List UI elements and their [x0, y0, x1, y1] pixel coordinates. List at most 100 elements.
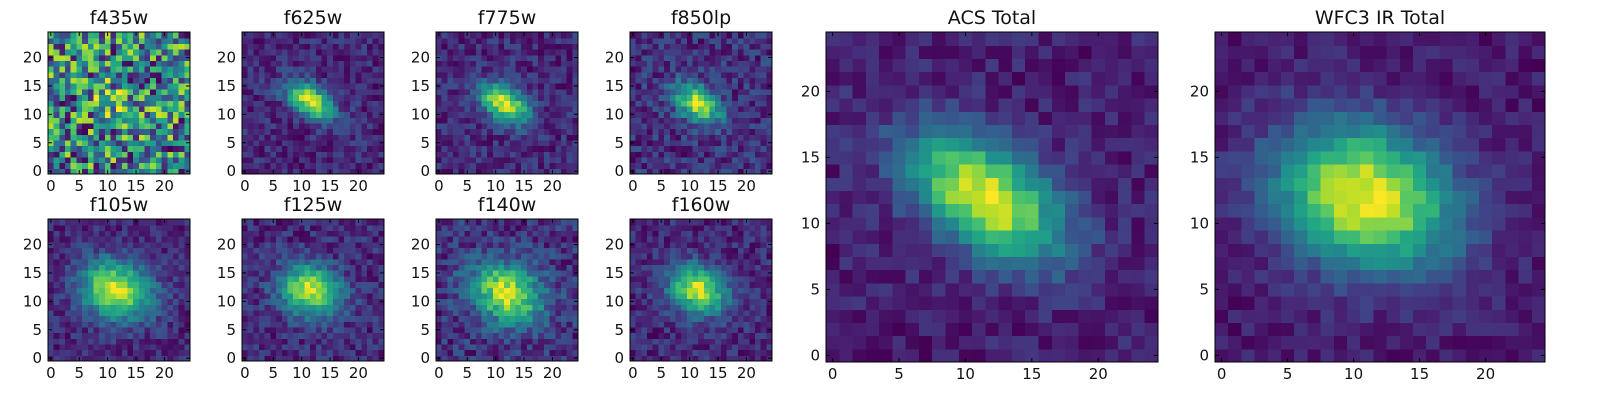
heatmap-cell	[743, 338, 750, 345]
heatmap-cell	[630, 338, 637, 345]
heatmap-cell	[732, 49, 739, 56]
heatmap-cell	[48, 77, 55, 84]
heatmap-cell	[281, 219, 289, 226]
heatmap-cell	[70, 94, 77, 101]
heatmap-cell	[447, 151, 454, 158]
heatmap-cell	[70, 241, 77, 248]
heatmap-cell	[332, 139, 340, 147]
heatmap-cell	[53, 139, 60, 147]
heatmap-cell	[133, 321, 140, 328]
heatmap-cell	[572, 224, 579, 231]
heatmap-cell	[247, 349, 254, 356]
heatmap-cell	[93, 43, 100, 50]
heatmap-cell	[144, 287, 151, 294]
heatmap-cell	[270, 156, 277, 164]
heatmap-cell	[560, 122, 568, 130]
heatmap-cell	[70, 281, 77, 288]
heatmap-cell	[766, 88, 773, 96]
heatmap-cell	[259, 270, 266, 277]
heatmap-cell	[703, 94, 711, 101]
heatmap-cell	[630, 275, 637, 283]
heatmap-cell	[681, 292, 688, 300]
heatmap-cell	[652, 54, 659, 61]
heatmap-cell	[65, 66, 72, 73]
heatmap-cell	[150, 275, 157, 283]
heatmap-cell	[270, 309, 277, 317]
heatmap-cell	[155, 298, 163, 305]
heatmap-cell	[555, 105, 562, 113]
heatmap-cell	[453, 49, 460, 56]
heatmap-cell	[652, 156, 659, 164]
heatmap-cell	[737, 287, 745, 294]
heatmap-cell	[247, 298, 254, 305]
heatmap-cell	[349, 100, 357, 107]
heatmap-cell	[698, 156, 705, 164]
heatmap-cell	[344, 128, 351, 135]
heatmap-cell	[521, 83, 528, 90]
heatmap-cell	[144, 343, 151, 351]
heatmap-cell	[349, 304, 357, 311]
heatmap-cell	[304, 298, 311, 305]
heatmap-cell	[87, 275, 95, 283]
heatmap-cell	[287, 338, 294, 345]
heatmap-cell	[355, 275, 362, 283]
heatmap-cell	[475, 264, 483, 271]
heatmap-cell	[270, 100, 277, 107]
heatmap-cell	[715, 281, 722, 288]
heatmap-cell	[287, 349, 294, 356]
heatmap-cell	[349, 60, 357, 67]
heatmap-cell	[726, 151, 733, 158]
heatmap-cell	[304, 128, 311, 135]
heatmap-cell	[144, 275, 151, 283]
heatmap-cell	[53, 37, 60, 44]
heatmap-cell	[298, 83, 306, 90]
heatmap-cell	[555, 156, 562, 164]
heatmap-cell	[378, 343, 385, 351]
heatmap-cell	[669, 94, 677, 101]
heatmap-cell	[155, 304, 163, 311]
heatmap-cell	[144, 292, 151, 300]
heatmap-cell	[242, 292, 249, 300]
heatmap-cell	[647, 162, 654, 169]
heatmap-cell	[566, 151, 573, 158]
heatmap-cell	[453, 264, 460, 271]
heatmap-cell	[692, 326, 699, 334]
heatmap-cell	[509, 258, 517, 266]
heatmap-cell	[555, 224, 562, 231]
heatmap-cell	[138, 100, 146, 107]
heatmap-cell	[82, 224, 89, 231]
heatmap-cell	[481, 332, 488, 339]
heatmap-cell	[732, 105, 739, 113]
heatmap-cell	[361, 117, 368, 124]
heatmap-cell	[481, 162, 488, 169]
heatmap-cell	[349, 338, 357, 345]
heatmap-cells	[436, 219, 579, 362]
heatmap-cell	[178, 168, 185, 175]
heatmap-cell	[538, 32, 545, 39]
heatmap-cell	[669, 37, 677, 44]
heatmap-cell	[378, 156, 385, 164]
heatmap-cell	[293, 343, 300, 351]
heatmap-cell	[543, 247, 551, 254]
heatmap-cell	[760, 168, 767, 175]
heatmap-cell	[253, 49, 260, 56]
heatmap-cell	[669, 292, 677, 300]
heatmap-cell	[178, 241, 185, 248]
heatmap-cell	[264, 94, 271, 101]
heatmap-cell	[253, 43, 260, 50]
heatmap-cell	[726, 321, 733, 328]
heatmap-cell	[127, 253, 134, 260]
heatmap-cell	[310, 88, 317, 96]
heatmap-cell	[310, 270, 317, 277]
heatmap-cell	[560, 145, 568, 152]
heatmap-cell	[65, 94, 72, 101]
heatmap-cell	[366, 134, 374, 141]
heatmap-cell	[515, 100, 522, 107]
heatmap-cell	[270, 315, 277, 322]
heatmap-cell	[70, 224, 77, 231]
heatmap-cell	[538, 122, 545, 130]
heatmap-cell	[515, 258, 522, 266]
heatmap-cell	[436, 145, 443, 152]
heatmap-cell	[344, 60, 351, 67]
